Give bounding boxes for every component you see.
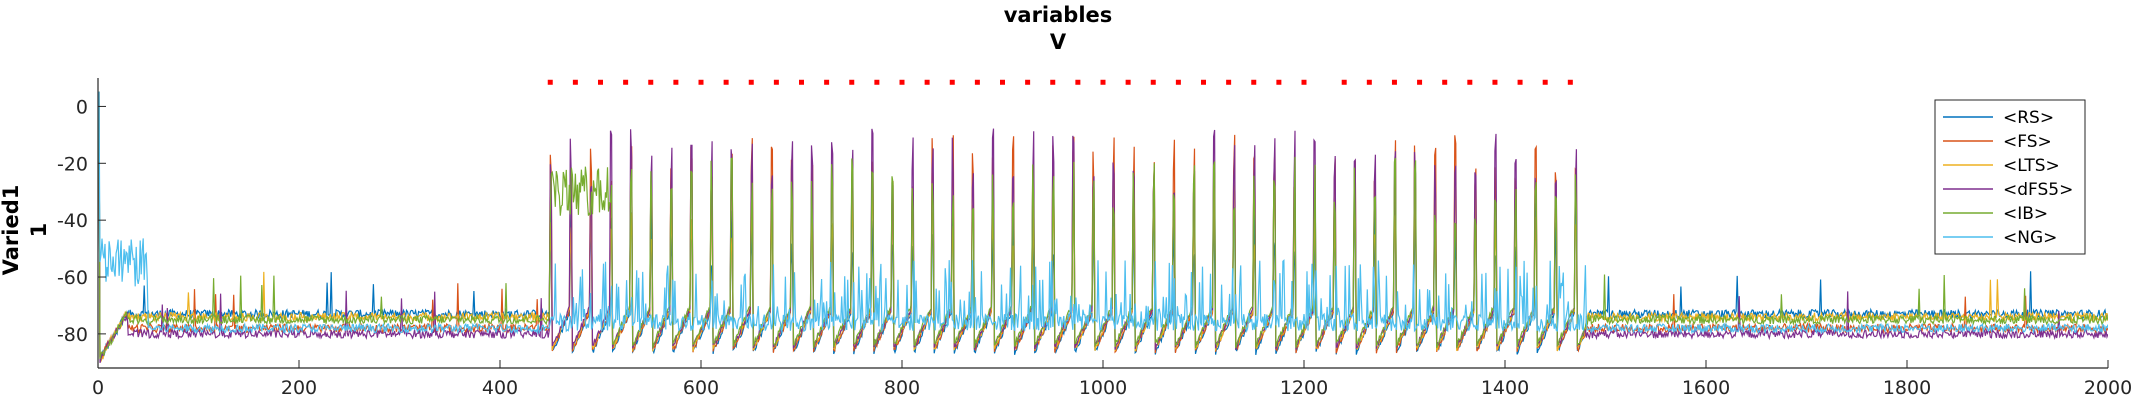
- chart-title-line-2: V: [1050, 30, 1067, 54]
- series-line-5: [98, 91, 2108, 335]
- marker-10: [799, 79, 804, 85]
- y-axis-label-line-2: 1: [27, 223, 51, 238]
- y-axis-label: Varied1 1: [0, 185, 51, 276]
- marker-39: [1542, 79, 1548, 85]
- legend-label-0: <RS>: [2003, 108, 2054, 128]
- marker-1: [572, 79, 578, 85]
- marker-21: [1075, 79, 1081, 85]
- marker-23: [1125, 79, 1131, 85]
- marker-2: [598, 79, 603, 85]
- x-tick-label-7: 1400: [1481, 377, 1529, 399]
- marker-24: [1150, 79, 1156, 85]
- y-tick-label-3: -60: [57, 267, 88, 289]
- x-tick-label-0: 0: [92, 377, 104, 399]
- marker-22: [1100, 79, 1106, 85]
- marker-27: [1226, 79, 1232, 85]
- marker-29: [1276, 79, 1282, 85]
- x-tick-label-9: 1800: [1883, 377, 1931, 399]
- legend-label-2: <LTS>: [2003, 156, 2060, 176]
- marker-25: [1175, 79, 1181, 85]
- marker-13: [874, 79, 880, 85]
- marker-35: [1442, 79, 1448, 85]
- legend-label-3: <dFS5>: [2003, 180, 2073, 200]
- marker-32: [1366, 79, 1372, 85]
- series-line-3: [98, 91, 2108, 364]
- marker-8: [748, 79, 754, 85]
- x-tick-label-10: 2000: [2084, 377, 2132, 399]
- legend-box: [1934, 99, 2086, 255]
- marker-0: [547, 79, 553, 85]
- marker-34: [1417, 79, 1423, 85]
- marker-40: [1567, 79, 1573, 85]
- marker-28: [1251, 79, 1257, 85]
- marker-5: [673, 79, 679, 85]
- y-tick-label-0: 0: [76, 96, 88, 118]
- marker-36: [1467, 79, 1473, 85]
- x-tick-label-2: 400: [482, 377, 518, 399]
- legend-label-5: <NG>: [2003, 228, 2057, 248]
- marker-4: [648, 79, 654, 85]
- marker-20: [1050, 79, 1056, 85]
- marker-14: [899, 79, 905, 85]
- x-tick-label-6: 1200: [1280, 377, 1328, 399]
- series-line-4: [98, 91, 2108, 360]
- x-tick-label-4: 800: [884, 377, 920, 399]
- marker-17: [974, 79, 980, 85]
- marker-16: [949, 79, 955, 85]
- chart-title-line-1: variables: [1004, 3, 1113, 27]
- legend: <RS> <FS> <LTS> <dFS5> <IB> <NG>: [1934, 99, 2086, 255]
- marker-37: [1492, 79, 1498, 85]
- marker-3: [623, 79, 629, 85]
- marker-9: [773, 79, 779, 85]
- legend-label-1: <FS>: [2003, 132, 2052, 152]
- marker-26: [1201, 79, 1206, 85]
- axes: 0 200 400 600 800 1000 1200 1400 1600 1800 2000 0 -2…: [57, 78, 2132, 399]
- marker-18: [1000, 79, 1005, 85]
- y-axis-label-line-1: Varied1: [0, 185, 23, 276]
- marker-15: [924, 79, 930, 85]
- y-tick-label-2: -40: [57, 210, 88, 232]
- marker-38: [1517, 79, 1523, 85]
- marker-12: [849, 79, 855, 85]
- x-tick-label-1: 200: [281, 377, 317, 399]
- x-tick-label-8: 1600: [1682, 377, 1730, 399]
- legend-label-4: <IB>: [2003, 204, 2048, 224]
- marker-19: [1025, 79, 1031, 85]
- y-tick-label-4: -80: [57, 324, 88, 346]
- x-tick-label-5: 1000: [1079, 377, 1127, 399]
- marker-30: [1301, 79, 1307, 85]
- y-tick-label-1: -20: [57, 153, 88, 175]
- marker-33: [1391, 79, 1397, 85]
- marker-31: [1341, 79, 1347, 85]
- marker-6: [698, 79, 704, 85]
- marker-7: [723, 79, 729, 85]
- marker-11: [824, 79, 830, 85]
- plot-area: [98, 79, 2108, 364]
- x-tick-label-3: 600: [683, 377, 719, 399]
